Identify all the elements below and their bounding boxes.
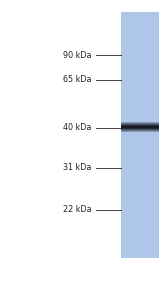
Text: 22 kDa: 22 kDa (63, 205, 91, 214)
Text: 31 kDa: 31 kDa (63, 164, 91, 173)
Text: 40 kDa: 40 kDa (63, 123, 91, 132)
Text: 65 kDa: 65 kDa (63, 75, 91, 84)
Bar (121, 12, 159, 258)
Text: 90 kDa: 90 kDa (63, 51, 91, 59)
